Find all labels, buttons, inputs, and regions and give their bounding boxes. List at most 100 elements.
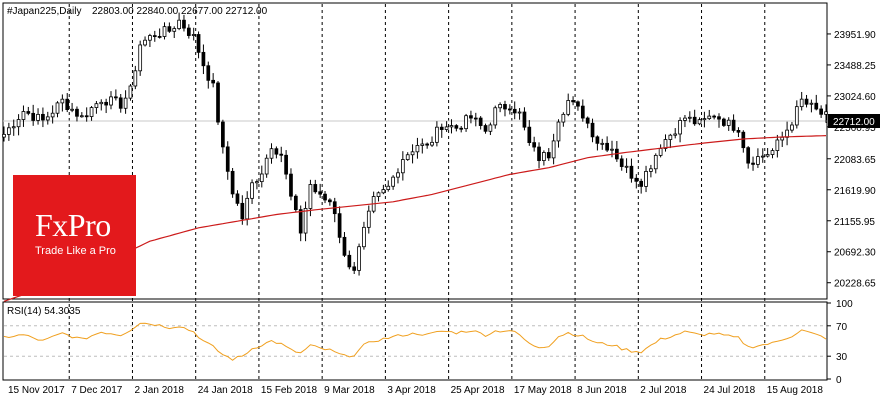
candle-body	[809, 102, 814, 105]
candle-body	[279, 153, 284, 156]
rsi-tick-label: 30	[836, 352, 848, 363]
candle-body	[143, 39, 147, 46]
price-panel-border	[2, 2, 828, 300]
date-tick-label: 25 Apr 2018	[451, 385, 505, 396]
candle-body	[182, 19, 186, 29]
candle-body	[55, 102, 60, 114]
candle-body	[488, 124, 493, 132]
candle-body	[167, 26, 172, 32]
candle-body	[731, 119, 736, 131]
rsi-tick-label: 70	[836, 322, 848, 333]
candle-body	[201, 51, 206, 67]
candle-body	[765, 154, 770, 157]
candle-body	[566, 100, 571, 115]
logo-tagline: Trade Like a Pro	[35, 245, 116, 257]
candle-body	[673, 133, 678, 136]
candle-body	[780, 136, 785, 141]
candle-body	[649, 168, 653, 172]
candle-body	[746, 147, 751, 164]
candle-body	[537, 146, 541, 161]
candle-body	[595, 136, 600, 144]
candle-body	[726, 119, 731, 126]
price-axis: 23951.90 23488.25 23024.60 22560.95 22083.65…	[827, 30, 876, 290]
candle-body	[790, 124, 794, 131]
candle-body	[298, 209, 303, 234]
rsi-axis: 100 70 30 0	[827, 299, 853, 386]
candle-body	[435, 126, 439, 143]
candle-body	[551, 140, 556, 159]
candle-body	[469, 115, 473, 119]
candle-body	[109, 96, 113, 106]
candle-body	[104, 101, 108, 106]
rsi-label: RSI(14) 54.3035	[7, 306, 81, 317]
date-tick-label: 15 Nov 2017	[8, 385, 65, 396]
candle-body	[634, 177, 639, 182]
candle-body	[289, 173, 293, 197]
candle-body	[420, 143, 425, 146]
candle-body	[172, 28, 177, 32]
candle-body	[11, 126, 16, 129]
candle-body	[576, 101, 580, 107]
candle-body	[532, 142, 537, 148]
date-tick-label: 2 Jul 2018	[640, 385, 687, 396]
candle-body	[284, 154, 288, 175]
candle-body	[2, 133, 6, 138]
candle-body	[449, 125, 454, 128]
candle-body	[303, 208, 308, 234]
candle-body	[546, 152, 551, 159]
price-tick-label: 20228.65	[834, 279, 876, 290]
candle-body	[756, 156, 760, 165]
candle-body	[357, 246, 361, 271]
candle-body	[391, 176, 395, 187]
candle-body	[240, 202, 245, 220]
candle-body	[157, 36, 162, 38]
candle-body	[794, 106, 799, 126]
candle-body	[274, 148, 279, 155]
candle-body	[376, 192, 381, 197]
candle-body	[610, 148, 614, 151]
candle-body	[45, 116, 50, 121]
candle-body	[751, 162, 755, 165]
candle-body	[439, 126, 444, 130]
candle-body	[50, 112, 55, 118]
candle-body	[7, 127, 11, 135]
vertical-grid	[68, 4, 766, 379]
candle-body	[216, 82, 220, 123]
candle-body	[760, 155, 765, 158]
candle-body	[561, 113, 566, 123]
candle-body	[444, 126, 449, 130]
candle-body	[678, 120, 682, 135]
candle-body	[741, 131, 746, 149]
date-tick-label: 24 Jan 2018	[198, 385, 253, 396]
logo-brand: FxPro	[35, 207, 111, 243]
candle-body	[405, 154, 410, 160]
candle-body	[658, 148, 663, 156]
candle-body	[663, 139, 668, 149]
candle-body	[89, 107, 94, 117]
candle-body	[211, 79, 215, 84]
candle-body	[79, 115, 84, 118]
candle-body	[687, 116, 692, 119]
candle-body	[400, 159, 405, 174]
candle-body	[493, 107, 498, 126]
candle-body	[41, 113, 45, 121]
candle-body	[21, 111, 26, 120]
last-price-label: 22712.00	[833, 117, 875, 128]
candle-body	[352, 266, 357, 271]
candle-body	[571, 100, 575, 103]
candle-body	[697, 119, 702, 125]
candle-body	[507, 108, 512, 111]
candle-body	[814, 102, 819, 110]
candle-body	[148, 35, 152, 41]
candle-body	[464, 115, 468, 130]
rsi-line	[3, 322, 827, 361]
candle-body	[366, 210, 371, 228]
candle-body	[770, 150, 775, 155]
candle-body	[415, 145, 420, 153]
candle-body	[362, 226, 366, 248]
candle-body	[152, 35, 157, 37]
date-tick-label: 15 Aug 2018	[767, 385, 824, 396]
fxpro-logo: FxPro Trade Like a Pro	[13, 175, 136, 296]
